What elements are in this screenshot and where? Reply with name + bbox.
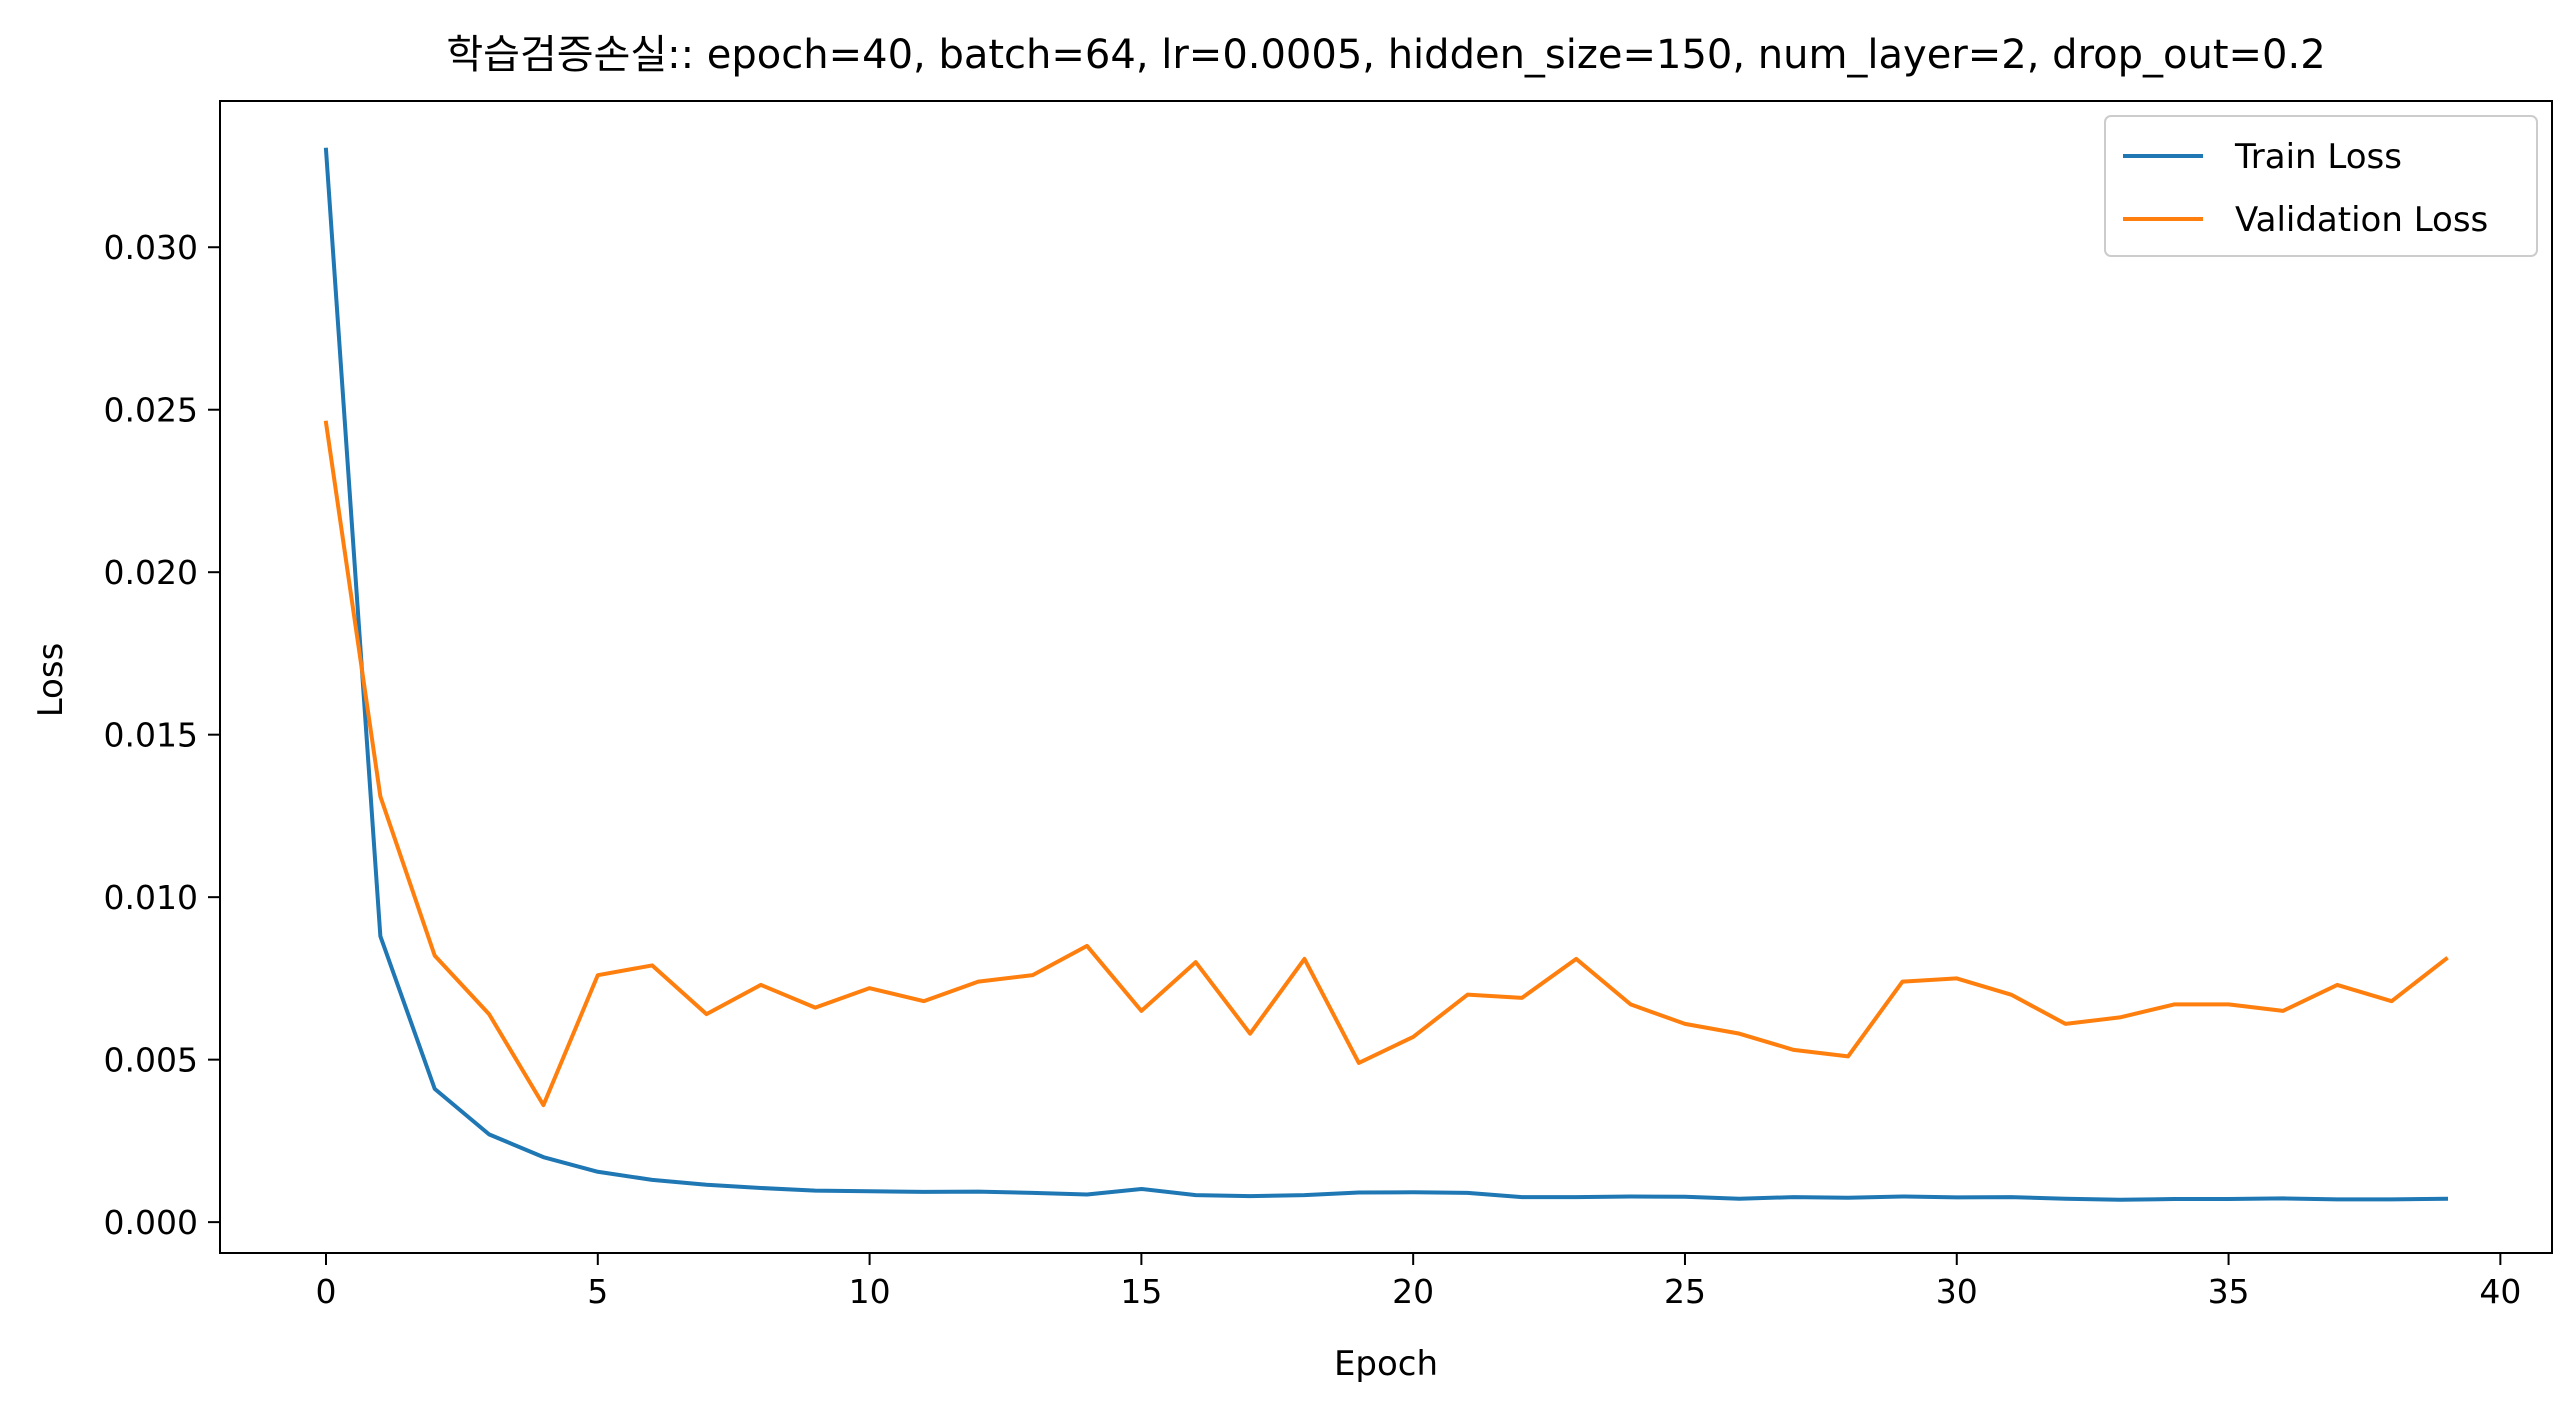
x-tick-label: 20 [1392,1272,1434,1311]
y-tick-label: 0.025 [104,391,198,430]
x-axis-label: Epoch [1334,1344,1438,1384]
y-tick-label: 0.005 [104,1041,198,1080]
y-tick-label: 0.000 [104,1203,198,1242]
x-tick-label: 30 [1936,1272,1978,1311]
legend-label: Validation Loss [2235,200,2488,240]
x-tick-label: 10 [849,1272,891,1311]
x-tick-label: 25 [1664,1272,1706,1311]
y-tick-label: 0.015 [104,716,198,755]
x-tick-label: 5 [587,1272,608,1311]
x-tick-label: 15 [1120,1272,1162,1311]
y-tick-label: 0.020 [104,553,198,592]
x-tick-label: 40 [2479,1272,2521,1311]
chart-title: 학습검증손실:: epoch=40, batch=64, lr=0.0005, … [446,32,2325,78]
y-tick-label: 0.030 [104,228,198,267]
legend-label: Train Loss [2234,137,2402,177]
x-tick-label: 0 [316,1272,337,1311]
legend: Train Loss Validation Loss [2105,116,2537,256]
y-axis-label: Loss [31,643,71,718]
x-tick-label: 35 [2208,1272,2250,1311]
y-tick-label: 0.010 [104,878,198,917]
